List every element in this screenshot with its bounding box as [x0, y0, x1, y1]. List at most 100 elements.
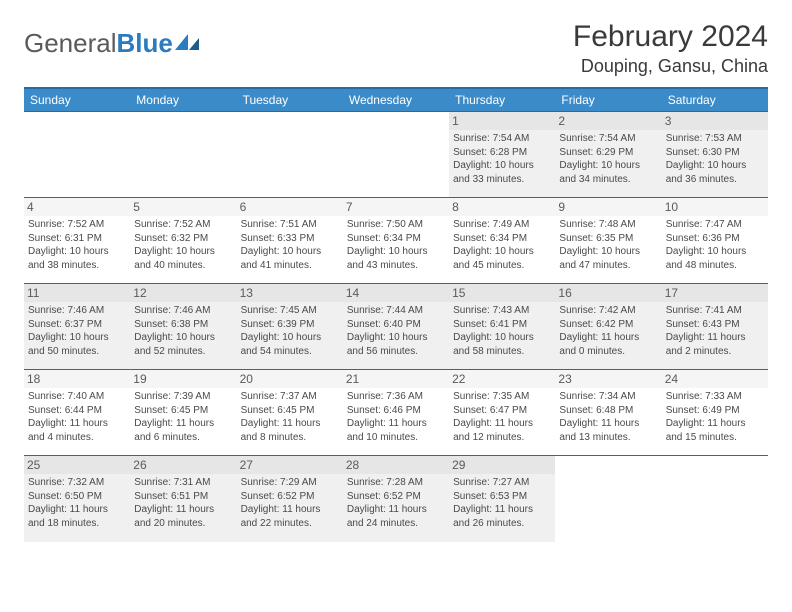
logo-text-general: General: [24, 28, 117, 58]
day-info: Sunrise: 7:33 AMSunset: 6:49 PMDaylight:…: [666, 390, 764, 444]
day-info: Sunrise: 7:28 AMSunset: 6:52 PMDaylight:…: [347, 476, 445, 530]
day-header-tuesday: Tuesday: [237, 88, 343, 112]
logo-text: GeneralBlue: [24, 28, 173, 59]
day-cell: 20Sunrise: 7:37 AMSunset: 6:45 PMDayligh…: [237, 370, 343, 456]
day-info: Sunrise: 7:53 AMSunset: 6:30 PMDaylight:…: [666, 132, 764, 186]
day-number: 18: [24, 370, 130, 388]
day-number: 19: [130, 370, 236, 388]
day-header-sunday: Sunday: [24, 88, 130, 112]
day-info: Sunrise: 7:42 AMSunset: 6:42 PMDaylight:…: [559, 304, 657, 358]
day-cell: 3Sunrise: 7:53 AMSunset: 6:30 PMDaylight…: [662, 112, 768, 198]
day-number: 12: [130, 284, 236, 302]
month-title: February 2024: [573, 20, 768, 54]
day-number: 17: [662, 284, 768, 302]
calendar-table: SundayMondayTuesdayWednesdayThursdayFrid…: [24, 87, 768, 542]
day-cell: 19Sunrise: 7:39 AMSunset: 6:45 PMDayligh…: [130, 370, 236, 456]
day-info: Sunrise: 7:44 AMSunset: 6:40 PMDaylight:…: [347, 304, 445, 358]
day-number: 10: [662, 198, 768, 216]
day-info: Sunrise: 7:46 AMSunset: 6:38 PMDaylight:…: [134, 304, 232, 358]
day-info: Sunrise: 7:52 AMSunset: 6:32 PMDaylight:…: [134, 218, 232, 272]
sail-icon: [175, 32, 201, 52]
day-cell: 23 Sunrise: 7:34 AMSunset: 6:48 PMDayligh…: [555, 370, 661, 456]
day-number: 2: [555, 112, 661, 130]
header: GeneralBlue February 2024 Douping, Gansu…: [24, 20, 768, 77]
day-cell: [662, 456, 768, 542]
day-number: 29: [449, 456, 555, 474]
day-info: Sunrise: 7:54 AMSunset: 6:28 PMDaylight:…: [453, 132, 551, 186]
day-cell: 17 Sunrise: 7:41 AMSunset: 6:43 PMDayligh…: [662, 284, 768, 370]
day-number: 16: [555, 284, 661, 302]
day-number: 27: [237, 456, 343, 474]
day-number: 24: [662, 370, 768, 388]
day-number: 5: [130, 198, 236, 216]
day-number: 14: [343, 284, 449, 302]
day-cell: 13 Sunrise: 7:45 AMSunset: 6:39 PMDayligh…: [237, 284, 343, 370]
day-number: 15: [449, 284, 555, 302]
day-header-thursday: Thursday: [449, 88, 555, 112]
day-number: 7: [343, 198, 449, 216]
day-info: Sunrise: 7:49 AMSunset: 6:34 PMDaylight:…: [453, 218, 551, 272]
day-cell: 16 Sunrise: 7:42 AMSunset: 6:42 PMDayligh…: [555, 284, 661, 370]
week-row: 18 Sunrise: 7:40 AMSunset: 6:44 PMDayligh…: [24, 370, 768, 456]
day-cell: [555, 456, 661, 542]
day-cell: 18 Sunrise: 7:40 AMSunset: 6:44 PMDayligh…: [24, 370, 130, 456]
day-number: 11: [24, 284, 130, 302]
day-header-wednesday: Wednesday: [343, 88, 449, 112]
day-cell: [343, 112, 449, 198]
day-number: 1: [449, 112, 555, 130]
day-info: Sunrise: 7:54 AMSunset: 6:29 PMDaylight:…: [559, 132, 657, 186]
day-number: 23: [555, 370, 661, 388]
day-info: Sunrise: 7:50 AMSunset: 6:34 PMDaylight:…: [347, 218, 445, 272]
day-info: Sunrise: 7:36 AMSunset: 6:46 PMDaylight:…: [347, 390, 445, 444]
day-cell: [130, 112, 236, 198]
day-header-row: SundayMondayTuesdayWednesdayThursdayFrid…: [24, 88, 768, 112]
day-cell: 15 Sunrise: 7:43 AMSunset: 6:41 PMDayligh…: [449, 284, 555, 370]
day-cell: 4 Sunrise: 7:52 AMSunset: 6:31 PMDaylight…: [24, 198, 130, 284]
day-info: Sunrise: 7:40 AMSunset: 6:44 PMDaylight:…: [28, 390, 126, 444]
day-cell: 21Sunrise: 7:36 AMSunset: 6:46 PMDayligh…: [343, 370, 449, 456]
day-info: Sunrise: 7:52 AMSunset: 6:31 PMDaylight:…: [28, 218, 126, 272]
day-info: Sunrise: 7:37 AMSunset: 6:45 PMDaylight:…: [241, 390, 339, 444]
day-cell: 8 Sunrise: 7:49 AMSunset: 6:34 PMDaylight…: [449, 198, 555, 284]
day-info: Sunrise: 7:47 AMSunset: 6:36 PMDaylight:…: [666, 218, 764, 272]
day-info: Sunrise: 7:34 AMSunset: 6:48 PMDaylight:…: [559, 390, 657, 444]
day-cell: 22Sunrise: 7:35 AMSunset: 6:47 PMDayligh…: [449, 370, 555, 456]
day-info: Sunrise: 7:45 AMSunset: 6:39 PMDaylight:…: [241, 304, 339, 358]
day-cell: 29 Sunrise: 7:27 AMSunset: 6:53 PMDayligh…: [449, 456, 555, 542]
day-info: Sunrise: 7:29 AMSunset: 6:52 PMDaylight:…: [241, 476, 339, 530]
day-header-friday: Friday: [555, 88, 661, 112]
day-cell: 7 Sunrise: 7:50 AMSunset: 6:34 PMDaylight…: [343, 198, 449, 284]
day-cell: 26Sunrise: 7:31 AMSunset: 6:51 PMDayligh…: [130, 456, 236, 542]
week-row: 25 Sunrise: 7:32 AMSunset: 6:50 PMDayligh…: [24, 456, 768, 542]
title-block: February 2024 Douping, Gansu, China: [573, 20, 768, 77]
day-cell: 5 Sunrise: 7:52 AMSunset: 6:32 PMDaylight…: [130, 198, 236, 284]
day-cell: 25 Sunrise: 7:32 AMSunset: 6:50 PMDayligh…: [24, 456, 130, 542]
day-number: 13: [237, 284, 343, 302]
day-info: Sunrise: 7:43 AMSunset: 6:41 PMDaylight:…: [453, 304, 551, 358]
day-number: 8: [449, 198, 555, 216]
logo-text-blue: Blue: [117, 28, 173, 58]
day-number: 28: [343, 456, 449, 474]
day-cell: 9Sunrise: 7:48 AMSunset: 6:35 PMDaylight…: [555, 198, 661, 284]
day-cell: 24 Sunrise: 7:33 AMSunset: 6:49 PMDayligh…: [662, 370, 768, 456]
day-cell: 27 Sunrise: 7:29 AMSunset: 6:52 PMDayligh…: [237, 456, 343, 542]
day-info: Sunrise: 7:35 AMSunset: 6:47 PMDaylight:…: [453, 390, 551, 444]
calendar-page: GeneralBlue February 2024 Douping, Gansu…: [0, 0, 792, 562]
day-header-saturday: Saturday: [662, 88, 768, 112]
day-header-monday: Monday: [130, 88, 236, 112]
day-number: 25: [24, 456, 130, 474]
day-cell: [24, 112, 130, 198]
day-number: 4: [24, 198, 130, 216]
day-info: Sunrise: 7:27 AMSunset: 6:53 PMDaylight:…: [453, 476, 551, 530]
day-info: Sunrise: 7:41 AMSunset: 6:43 PMDaylight:…: [666, 304, 764, 358]
day-number: 26: [130, 456, 236, 474]
day-info: Sunrise: 7:32 AMSunset: 6:50 PMDaylight:…: [28, 476, 126, 530]
day-info: Sunrise: 7:46 AMSunset: 6:37 PMDaylight:…: [28, 304, 126, 358]
day-cell: 28 Sunrise: 7:28 AMSunset: 6:52 PMDayligh…: [343, 456, 449, 542]
day-cell: 2 Sunrise: 7:54 AMSunset: 6:29 PMDaylight…: [555, 112, 661, 198]
day-cell: 14 Sunrise: 7:44 AMSunset: 6:40 PMDayligh…: [343, 284, 449, 370]
day-info: Sunrise: 7:48 AMSunset: 6:35 PMDaylight:…: [559, 218, 657, 272]
location: Douping, Gansu, China: [573, 56, 768, 77]
week-row: 4 Sunrise: 7:52 AMSunset: 6:31 PMDaylight…: [24, 198, 768, 284]
week-row: 1 Sunrise: 7:54 AMSunset: 6:28 PMDaylight…: [24, 112, 768, 198]
